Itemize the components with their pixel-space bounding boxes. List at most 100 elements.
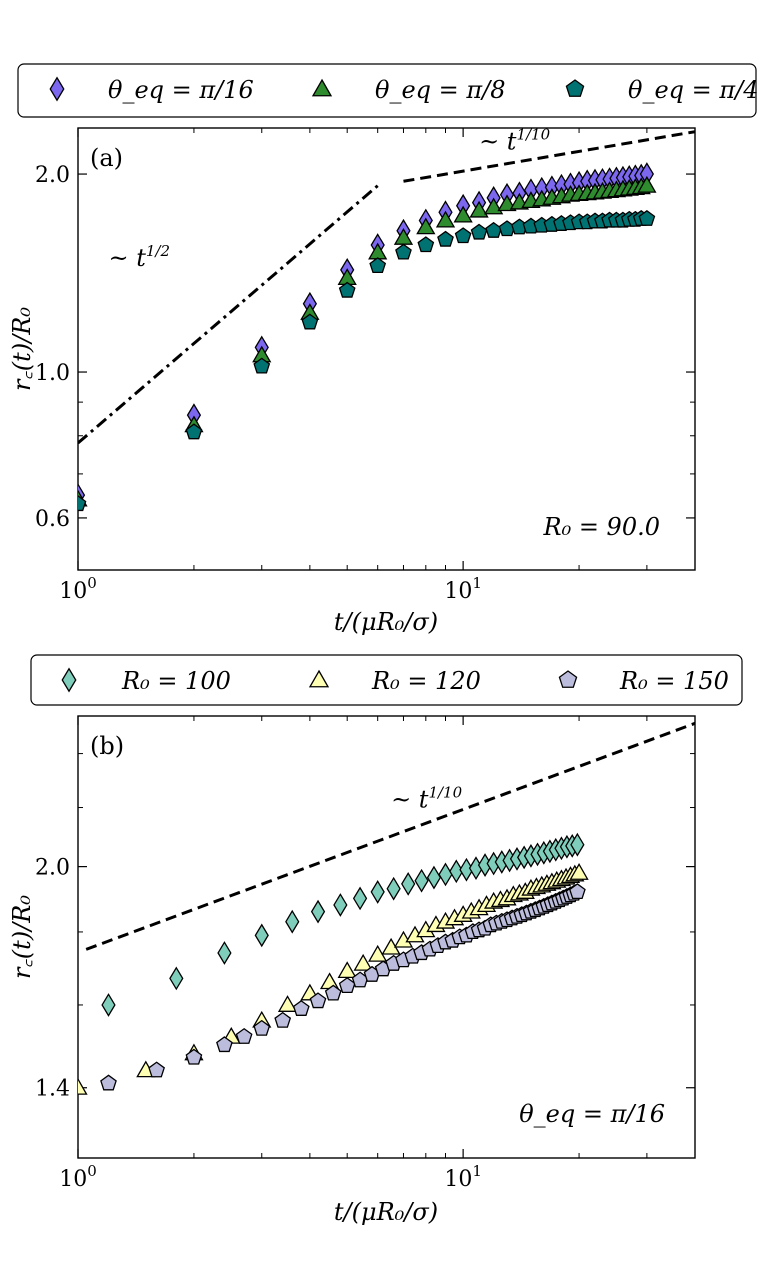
panel-a: 100 101 0.6 1.0 2.0 ~ t1/2 ~ t1/10 (a) R₀ = 9…	[8, 125, 696, 636]
data-point-s0	[426, 865, 442, 890]
data-point-s1	[337, 961, 357, 979]
guide-label-0: ~ t1/2	[108, 242, 170, 272]
legend-b-marker-1	[308, 669, 330, 688]
data-point-s1	[353, 953, 373, 971]
data-point-s1	[497, 194, 517, 212]
y-tick-label: 1.4	[35, 1077, 70, 1102]
data-point-s1	[637, 175, 657, 193]
data-point-s1	[319, 972, 340, 990]
legend-b: R₀ = 100 R₀ = 120 R₀ = 150	[30, 654, 743, 706]
guide-label-0: ~ t1/10	[391, 784, 463, 814]
data-point-s2	[569, 883, 586, 900]
panel-a-y-axis-label: r꜀(t)/R₀	[8, 307, 36, 391]
y-tick-label: 2.0	[35, 163, 70, 188]
data-point-s2	[253, 357, 271, 374]
data-point-s2	[395, 243, 412, 260]
data-point-s2	[437, 230, 454, 247]
y-tick-label: 0.6	[35, 507, 70, 532]
panel-a-annotation: R₀ = 90.0	[543, 513, 661, 541]
data-point-s2	[417, 236, 435, 253]
data-point-s0	[333, 893, 348, 917]
data-point-s2	[253, 1019, 271, 1036]
panel-a-guides: ~ t1/2 ~ t1/10	[78, 125, 695, 445]
data-point-s2	[301, 313, 319, 330]
panel-b-y-axis-label: r꜀(t)/R₀	[8, 895, 36, 979]
data-point-s1	[484, 197, 504, 215]
panel-b-frame	[77, 715, 696, 1159]
data-point-s0	[285, 909, 300, 934]
panel-b-points	[78, 832, 589, 1095]
data-point-s2	[292, 1000, 310, 1016]
x-tick-label: 101	[444, 574, 482, 604]
guide-line-0	[85, 721, 695, 951]
data-point-s0	[217, 941, 232, 965]
data-point-s2	[369, 257, 387, 274]
panel-a-frame	[77, 127, 696, 571]
legend-marker-shape	[61, 667, 77, 693]
data-point-s2	[638, 209, 656, 226]
legend-a-label-1: θ_eq = π/8	[375, 76, 506, 104]
panel-a-label: (a)	[90, 144, 123, 172]
panel-b-ticks: 100 101 1.4 2.0	[35, 716, 695, 1192]
data-point-s2	[148, 1061, 165, 1078]
data-point-s2	[216, 1036, 233, 1053]
panel-b-x-axis-label: t/(μR₀/σ)	[334, 1198, 438, 1226]
legend-marker-shape	[565, 79, 585, 97]
data-point-s2	[324, 984, 342, 1001]
data-point-s1	[453, 205, 473, 223]
data-point-s0	[386, 876, 401, 901]
x-tick-label: 100	[59, 1162, 97, 1192]
data-point-s2	[338, 281, 356, 298]
panel-a-x-axis-label: t/(μR₀/σ)	[334, 608, 438, 636]
legend-marker-shape	[49, 76, 65, 102]
data-point-s2	[100, 1074, 117, 1091]
legend-b-frame	[30, 654, 743, 706]
legend-a-marker-0	[49, 76, 65, 102]
data-point-s2	[454, 227, 472, 244]
legend-marker-shape	[311, 78, 333, 97]
data-point-s0	[570, 832, 585, 857]
legend-a-frame	[17, 63, 757, 118]
data-point-s0	[438, 862, 453, 887]
data-point-s0	[414, 868, 429, 893]
y-tick-label: 1.0	[35, 361, 70, 386]
legend-a: θ_eq = π/16 θ_eq = π/8 θ_eq = π/4	[17, 63, 759, 118]
legend-a-marker-1	[311, 78, 333, 97]
legend-b-marker-0	[61, 667, 77, 693]
data-point-s2	[235, 1027, 253, 1044]
x-tick-label: 101	[444, 1162, 482, 1192]
data-point-s2	[309, 992, 327, 1009]
legend-b-label-1: R₀ = 120	[371, 667, 481, 695]
legend-b-marker-2	[558, 670, 578, 688]
points-clip	[78, 162, 657, 512]
legend-marker-shape	[308, 669, 330, 688]
data-point-s1	[469, 200, 489, 218]
data-point-s2	[185, 1048, 203, 1065]
panel-b: 100 101 1.4 2.0 ~ t1/10 (b) θ_eq = π/16 t/(…	[8, 715, 696, 1226]
data-point-s0	[370, 880, 385, 904]
data-point-s0	[310, 899, 326, 924]
panel-b-label: (b)	[90, 732, 124, 760]
panel-a-ticks: 100 101 0.6 1.0 2.0	[35, 128, 695, 604]
guide-label-1: ~ t1/10	[479, 125, 551, 155]
data-point-s1	[277, 995, 298, 1012]
panel-b-guides: ~ t1/10	[85, 721, 695, 951]
guide-line-0	[78, 184, 379, 445]
data-point-s1	[435, 210, 456, 228]
data-point-s0	[169, 966, 184, 991]
legend-b-label-2: R₀ = 150	[619, 667, 729, 695]
data-point-s1	[569, 863, 589, 880]
data-point-s0	[352, 886, 368, 911]
x-tick-label: 100	[59, 574, 97, 604]
y-tick-label: 2.0	[35, 856, 70, 881]
data-point-s2	[485, 221, 502, 238]
data-point-s0	[401, 872, 416, 896]
panel-b-annotation: θ_eq = π/16	[519, 1100, 665, 1128]
legend-a-label-0: θ_eq = π/16	[108, 76, 254, 104]
data-point-s0	[254, 923, 269, 948]
legend-a-marker-2	[565, 79, 585, 97]
data-point-s2	[274, 1011, 292, 1028]
guide-line-1	[403, 130, 695, 183]
points-clip	[78, 832, 589, 1095]
